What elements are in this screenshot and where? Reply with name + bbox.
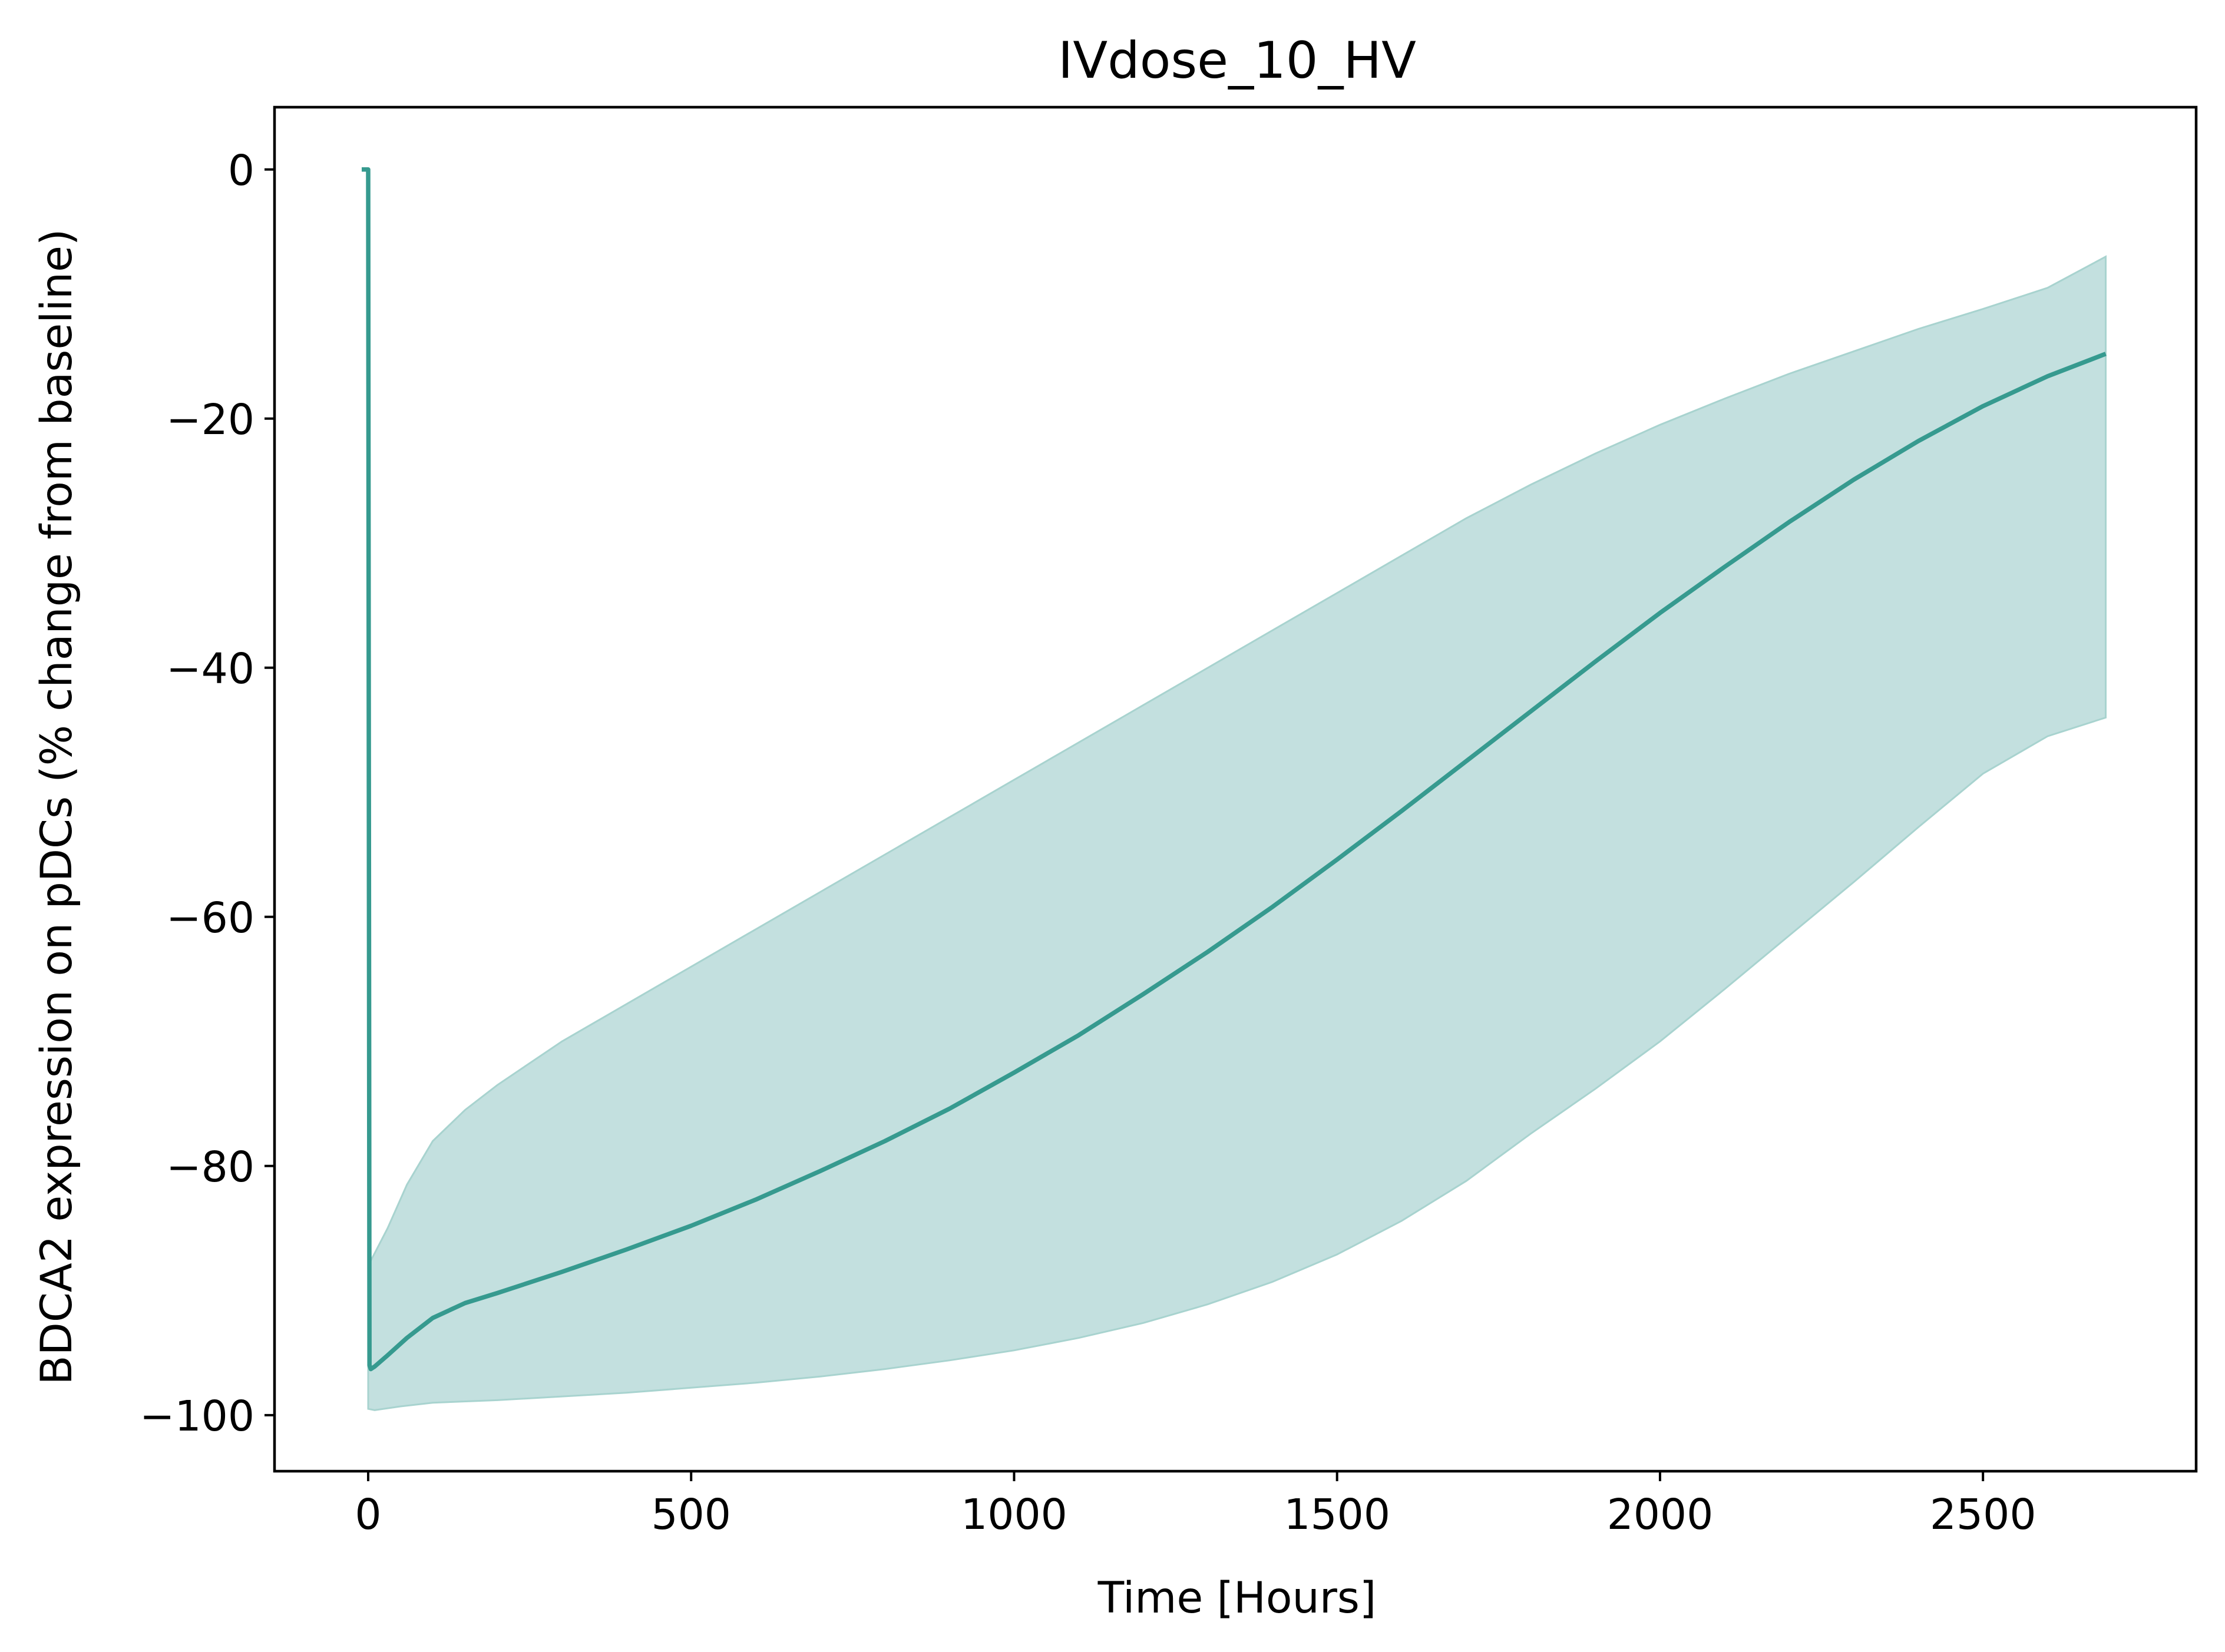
y-tick-label: −20 — [166, 395, 254, 444]
x-tick-label: 2500 — [1930, 1490, 2036, 1539]
y-tick-label: 0 — [228, 146, 254, 195]
y-tick-label: −100 — [140, 1392, 254, 1441]
x-tick-label: 500 — [651, 1490, 731, 1539]
y-tick-label: −80 — [166, 1143, 254, 1191]
axis-ticks: 0 500 1000 1500 2000 2500 0 −20 −40 −60 −80 −100 — [140, 146, 2036, 1539]
y-axis-label: BDCA2 expression on pDCs (% change from … — [32, 229, 82, 1385]
axes-frame — [273, 105, 2198, 1473]
x-tick-label: 1500 — [1284, 1490, 1390, 1539]
plot-area — [362, 167, 2107, 1411]
median-line — [362, 167, 2107, 1372]
x-tick-label: 2000 — [1607, 1490, 1714, 1539]
x-tick-label: 1000 — [961, 1490, 1067, 1539]
x-axis-label: Time [Hours] — [1097, 1573, 1377, 1623]
y-tick-label: −60 — [166, 893, 254, 942]
confidence-band — [367, 255, 2107, 1411]
x-tick-label: 0 — [355, 1490, 381, 1539]
chart-title: IVdose_10_HV — [1058, 31, 1416, 90]
y-tick-label: −40 — [166, 644, 254, 693]
